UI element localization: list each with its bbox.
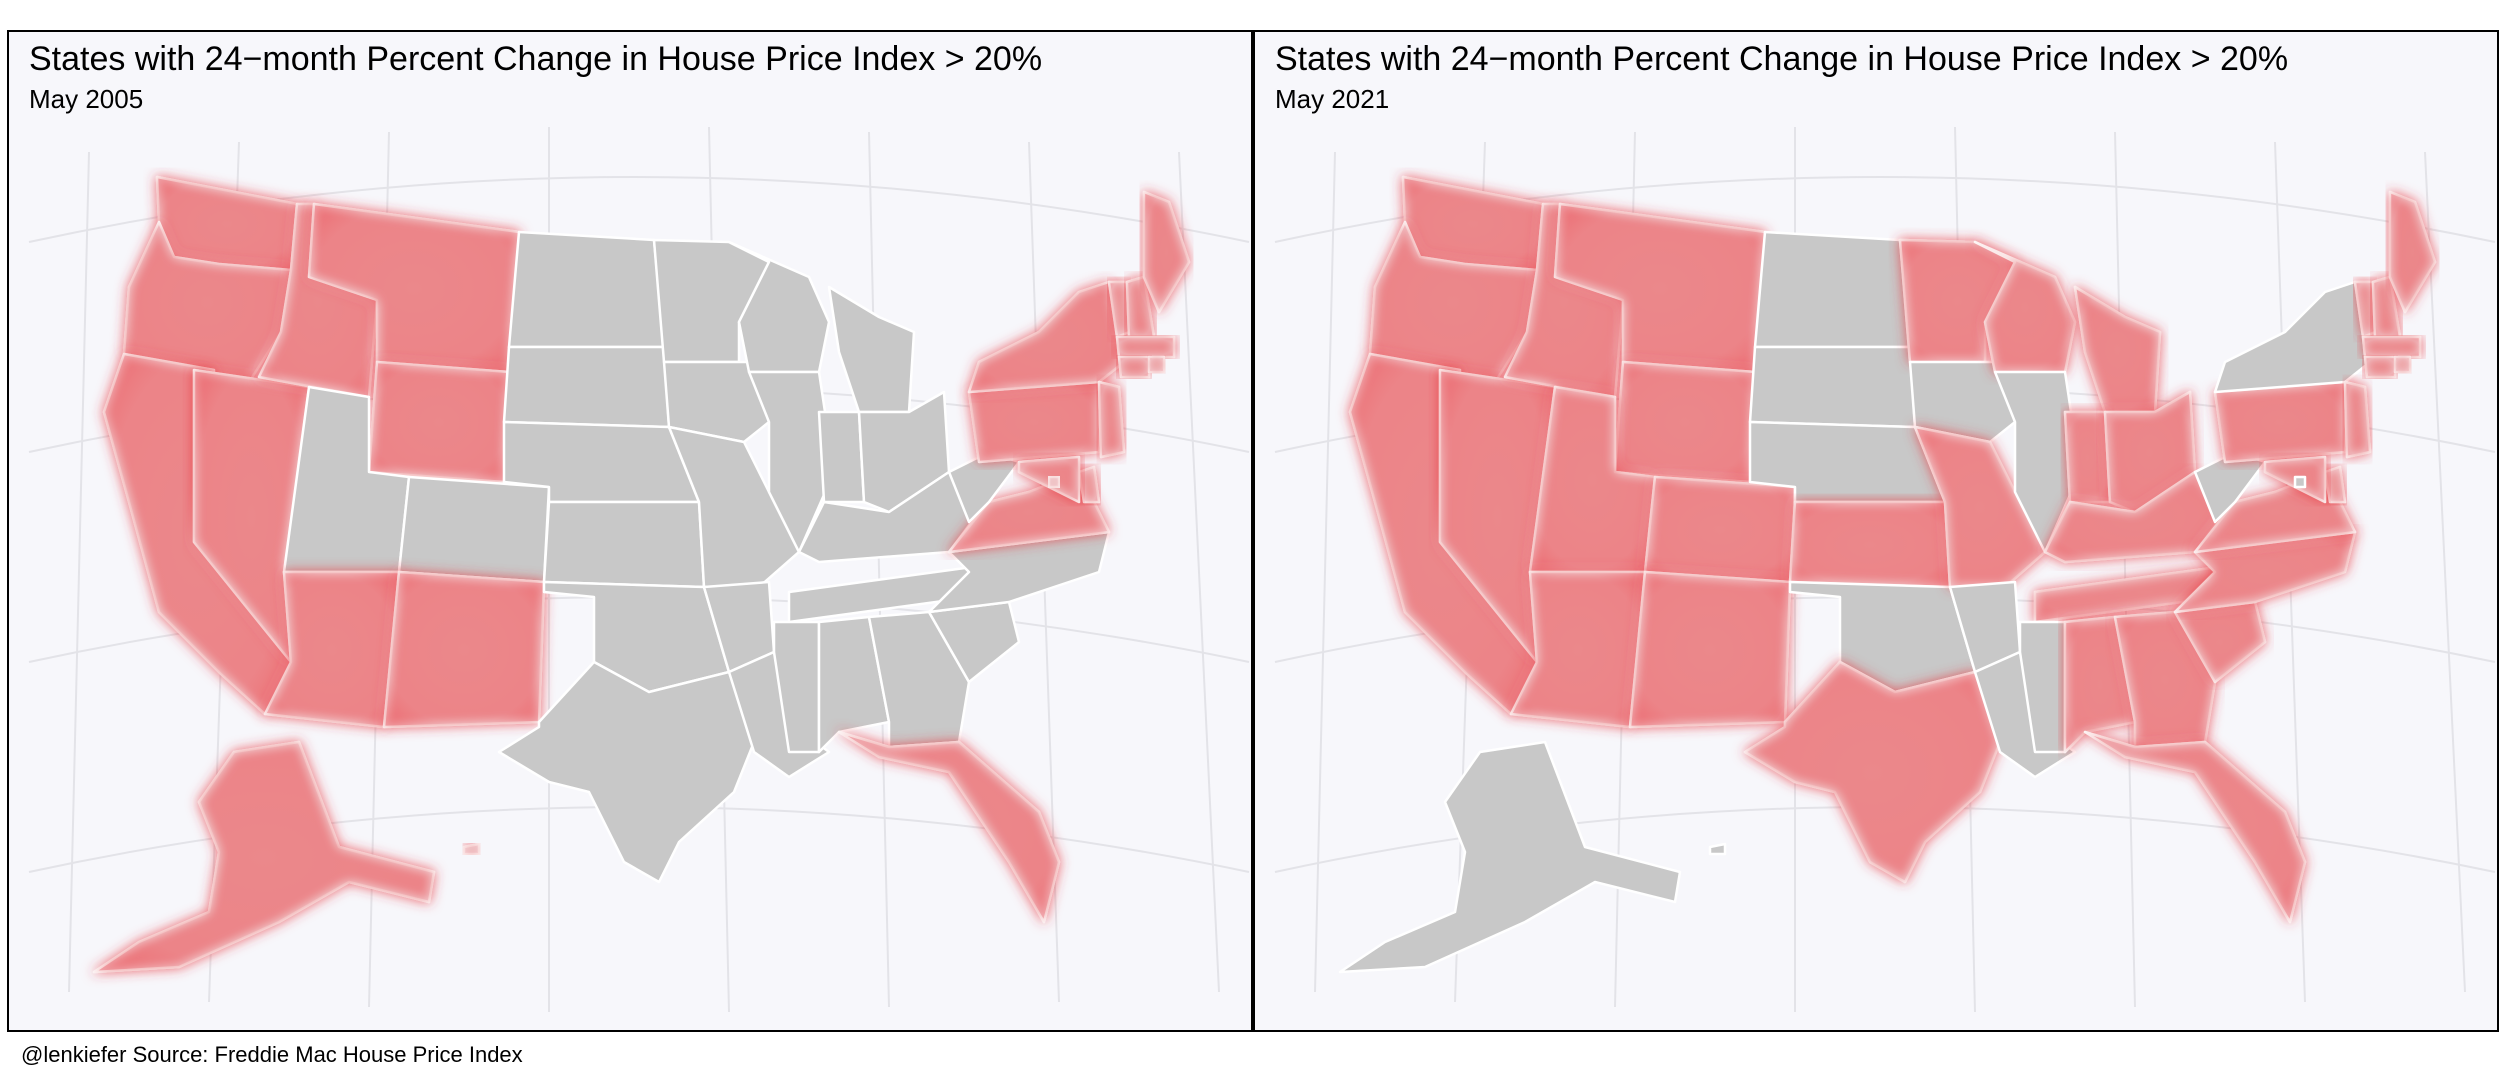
state-nd xyxy=(1753,230,1912,349)
state-mi xyxy=(2073,285,2162,414)
panel-title: States with 24−month Percent Change in H… xyxy=(29,40,1043,78)
state-in xyxy=(817,410,866,504)
state-co xyxy=(1643,475,1797,584)
state-wy xyxy=(367,360,511,484)
state-de xyxy=(1077,465,1101,504)
state-me xyxy=(2388,190,2437,314)
map-panel-may-2021: States with 24−month Percent Change in H… xyxy=(1253,30,2499,1032)
us-map-2005 xyxy=(28,126,1250,1013)
state-ks xyxy=(542,500,706,589)
state-fl xyxy=(837,730,1061,924)
state-ct xyxy=(1117,355,1151,379)
state-al xyxy=(2063,615,2137,754)
state-nj xyxy=(1097,380,1126,459)
state-az xyxy=(1509,570,1647,729)
state-ia xyxy=(1908,360,2017,444)
state-nd xyxy=(507,230,666,349)
state-mo xyxy=(1913,425,2047,589)
state-tx xyxy=(497,660,756,884)
state-ak xyxy=(92,740,436,974)
state-wy xyxy=(1613,360,1757,484)
state-mi xyxy=(827,285,916,414)
state-nj xyxy=(2343,380,2372,459)
state-pa xyxy=(2213,380,2347,464)
states-layer xyxy=(92,175,1191,974)
state-in xyxy=(2063,410,2112,504)
state-ri xyxy=(2393,355,2412,374)
state-ma xyxy=(1115,335,1176,359)
state-ia xyxy=(662,360,771,444)
state-hi xyxy=(462,842,481,856)
state-ms xyxy=(772,620,821,754)
state-ks xyxy=(1788,500,1952,589)
state-co xyxy=(397,475,551,584)
map-panel-may-2005: States with 24−month Percent Change in H… xyxy=(7,30,1253,1032)
states-layer xyxy=(1338,175,2437,974)
state-sd xyxy=(502,345,671,429)
state-wa xyxy=(155,175,299,272)
state-ct xyxy=(2363,355,2397,379)
panel-subtitle: May 2005 xyxy=(29,84,144,114)
state-sd xyxy=(1748,345,1917,429)
state-ma xyxy=(2361,335,2422,359)
state-nm xyxy=(1628,570,1792,729)
panel-subtitle: May 2021 xyxy=(1275,84,1390,114)
state-az xyxy=(263,570,401,729)
state-ms xyxy=(2018,620,2067,754)
state-hi xyxy=(1708,842,1727,856)
us-map-2021 xyxy=(1274,126,2496,1013)
state-ny xyxy=(2213,280,2372,394)
state-tx xyxy=(1743,660,2002,884)
state-dc xyxy=(2293,475,2307,489)
state-al xyxy=(817,615,891,754)
source-caption: @lenkiefer Source: Freddie Mac House Pri… xyxy=(21,1042,523,1067)
state-pa xyxy=(967,380,1101,464)
state-mo xyxy=(667,425,801,589)
state-dc xyxy=(1047,475,1061,489)
state-de xyxy=(2323,465,2347,504)
state-ny xyxy=(967,280,1126,394)
state-nm xyxy=(382,570,546,729)
state-ri xyxy=(1147,355,1166,374)
panel-title: States with 24−month Percent Change in H… xyxy=(1275,40,2289,78)
state-me xyxy=(1142,190,1191,314)
state-ak xyxy=(1338,740,1682,974)
state-wa xyxy=(1401,175,1545,272)
state-fl xyxy=(2083,730,2307,924)
